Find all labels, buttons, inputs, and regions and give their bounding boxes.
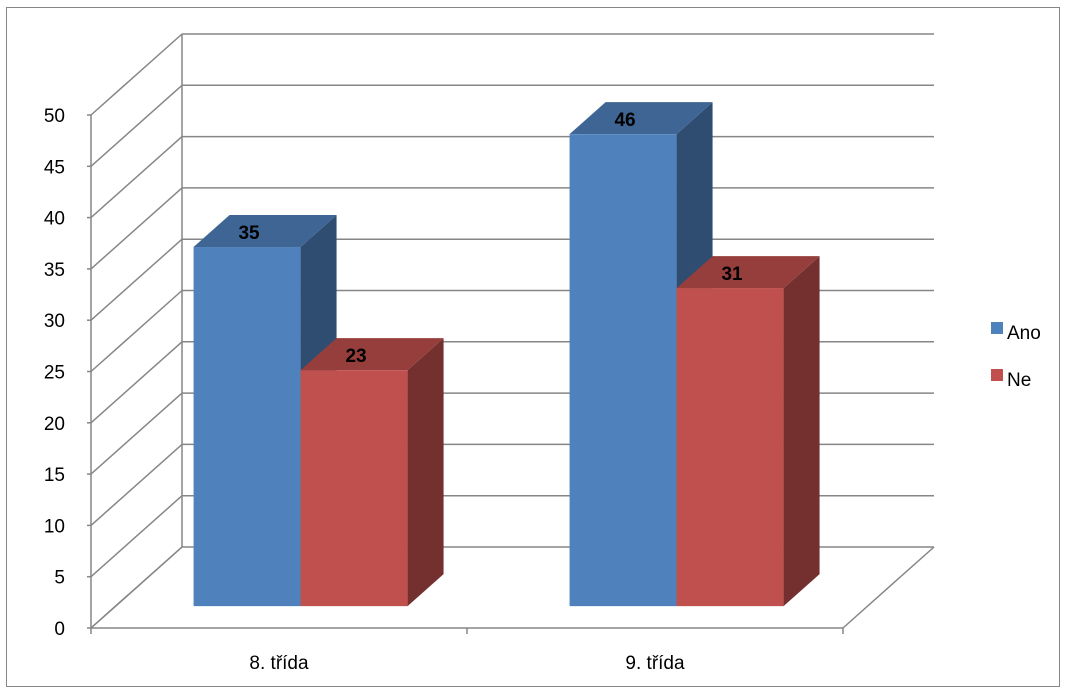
bars	[193, 102, 820, 607]
y-tick-label: 30	[44, 311, 65, 332]
legend-label-ne: Ne	[1007, 370, 1031, 391]
y-tick-label: 35	[44, 260, 65, 281]
gridline-diagonal	[90, 289, 183, 373]
bar-front-face	[676, 288, 784, 607]
legend: Ano Ne	[991, 322, 1041, 391]
gridline-diagonal	[90, 392, 183, 475]
data-label: 35	[238, 223, 260, 244]
legend-label-ano: Ano	[1007, 323, 1041, 344]
gridline-diagonal	[90, 84, 183, 167]
bar-front-face	[569, 134, 677, 607]
bar-top-face	[193, 215, 337, 248]
category-labels: 8. třída 9. třída	[249, 653, 685, 674]
gridline-diagonal	[90, 187, 183, 270]
gridline-diagonal	[90, 443, 183, 526]
axes	[87, 114, 844, 634]
legend-swatch-ano	[991, 322, 1003, 334]
gridline-diagonal	[90, 495, 183, 578]
y-tick-label: 50	[44, 106, 65, 127]
y-tick-label: 0	[54, 619, 65, 640]
bar-front-face	[193, 247, 301, 607]
y-tick-label: 5	[54, 568, 65, 589]
gridline-diagonal	[90, 546, 183, 629]
data-label: 46	[614, 110, 635, 131]
bar-top-face	[300, 338, 444, 371]
gridline-diagonal	[90, 238, 183, 321]
bar-ne-2	[676, 256, 820, 607]
category-label: 8. třída	[249, 653, 309, 674]
bar-ne-1	[300, 338, 444, 607]
gridline-diagonal	[90, 136, 183, 219]
bar-side-face	[407, 338, 444, 607]
y-tick-label: 40	[44, 209, 65, 230]
gridline-diagonal	[90, 341, 183, 424]
y-tick-label: 45	[44, 157, 65, 178]
bar-top-face	[676, 256, 820, 289]
bar-front-face	[300, 370, 408, 607]
data-label: 23	[345, 346, 366, 367]
y-tick-labels: 0 5 10 15 20 25 30 35 40 45 50	[44, 106, 65, 640]
category-label: 9. třída	[625, 653, 685, 674]
data-label: 31	[721, 264, 743, 285]
bar-side-face	[783, 256, 820, 607]
legend-swatch-ne	[991, 369, 1003, 381]
y-tick-label: 20	[44, 414, 65, 435]
gridline-diagonal	[90, 33, 183, 116]
floor-right-edge	[842, 546, 935, 629]
y-tick-label: 15	[44, 465, 65, 486]
y-tick-label: 10	[44, 516, 65, 537]
y-tick-label: 25	[44, 363, 65, 384]
data-labels: 35 23 46 31	[238, 110, 743, 367]
bar-top-face	[569, 102, 713, 135]
